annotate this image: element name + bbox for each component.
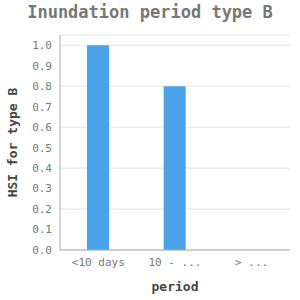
svg-text:<10 days: <10 days <box>72 256 125 269</box>
svg-text:period: period <box>152 279 199 294</box>
svg-text:0.1: 0.1 <box>32 223 52 236</box>
svg-text:0.2: 0.2 <box>32 203 52 216</box>
svg-text:10 - ...: 10 - ... <box>149 256 202 269</box>
svg-text:0.8: 0.8 <box>32 80 52 93</box>
svg-text:0.9: 0.9 <box>32 60 52 73</box>
svg-text:HSI for type B: HSI for type B <box>8 88 20 198</box>
html-text:Inundation period type B: Inundation period type B <box>27 2 273 22</box>
svg-text:1.0: 1.0 <box>32 39 52 52</box>
svg-text:0.5: 0.5 <box>32 142 52 155</box>
svg-text:0.3: 0.3 <box>32 182 52 195</box>
svg-text:0.4: 0.4 <box>32 162 52 175</box>
svg-text:> ...: > ... <box>235 256 268 269</box>
svg-text:0.6: 0.6 <box>32 121 52 134</box>
svg-text:0.0: 0.0 <box>32 244 52 257</box>
svg-text:0.7: 0.7 <box>32 101 52 114</box>
